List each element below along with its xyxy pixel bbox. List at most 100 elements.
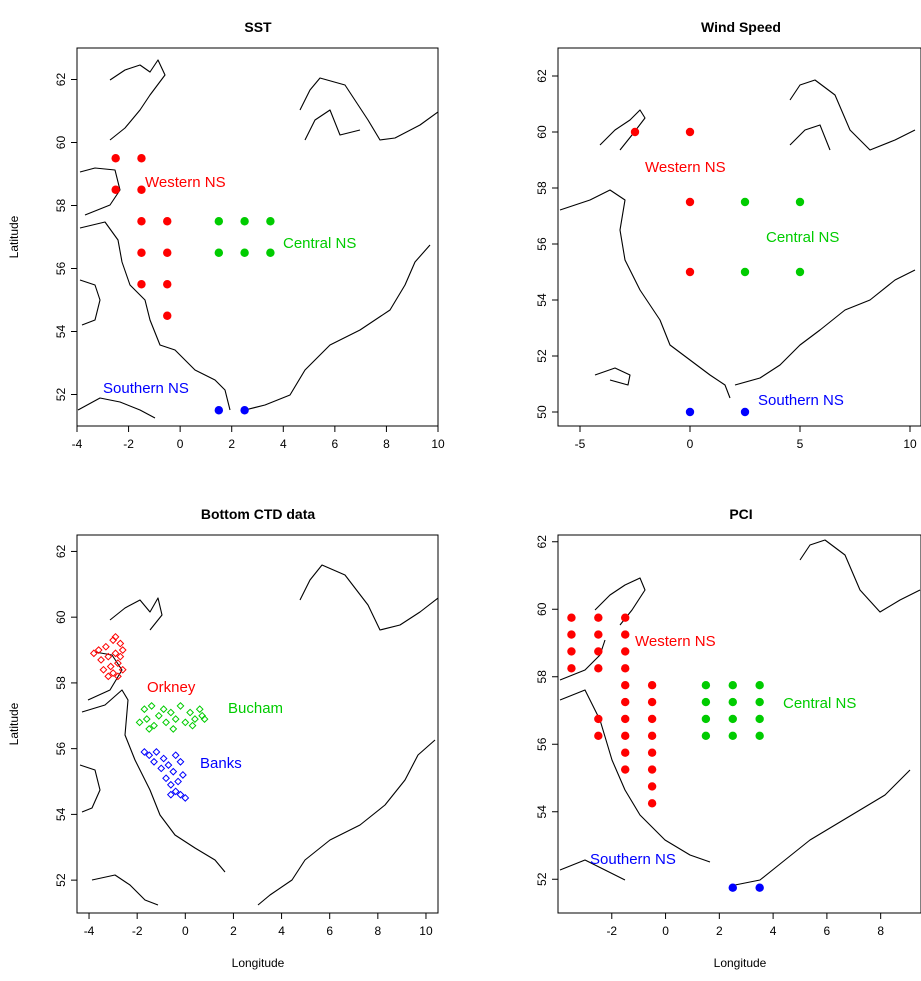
x-tick-label: 10 <box>419 924 433 938</box>
y-tick-label: 56 <box>54 742 68 756</box>
y-tick-label: 58 <box>535 670 549 684</box>
x-tick-label: 0 <box>177 437 184 451</box>
map-coastline <box>559 79 916 399</box>
data-point <box>701 731 711 741</box>
data-point <box>594 731 603 741</box>
region-label-orkney: Orkney <box>147 679 196 696</box>
panel-bottom-ctd: Bottom CTD data Longitude Latitude Orkne… <box>7 506 439 970</box>
data-point <box>163 248 172 257</box>
x-tick-label: 4 <box>770 924 777 938</box>
data-point <box>166 780 175 789</box>
x-tick-label: 0 <box>662 924 669 938</box>
data-point <box>701 714 711 724</box>
data-point <box>106 662 115 671</box>
plot-frame <box>76 534 439 914</box>
plot-frame <box>557 47 921 427</box>
y-tick-label: 54 <box>54 325 68 339</box>
data-point <box>647 765 657 774</box>
y-tick-label: 54 <box>54 807 68 821</box>
panel-title: Wind Speed <box>701 19 781 35</box>
data-point <box>97 655 105 664</box>
region-label-western: Western NS <box>635 633 716 650</box>
y-tick-label: 54 <box>535 293 549 307</box>
data-point <box>266 217 275 226</box>
region-label-southern: Southern NS <box>103 380 189 397</box>
data-point <box>701 680 711 690</box>
data-point <box>89 649 98 658</box>
y-tick-label: 58 <box>54 676 68 690</box>
data-point <box>150 757 158 766</box>
map-coastline <box>77 59 438 419</box>
data-point <box>740 267 750 277</box>
data-point <box>685 127 695 137</box>
data-point <box>137 248 146 257</box>
panel-sst: SST Latitude Western NS Central NS South… <box>7 19 445 451</box>
data-point <box>157 764 166 773</box>
data-point <box>152 748 161 756</box>
data-point <box>795 267 805 277</box>
data-point <box>647 680 657 690</box>
data-point <box>240 406 249 415</box>
region-label-central: Central NS <box>766 229 839 246</box>
data-point <box>728 731 737 741</box>
data-point <box>145 751 154 760</box>
data-point <box>621 714 630 724</box>
x-tick-label: 2 <box>228 437 235 451</box>
data-point <box>163 311 172 320</box>
panel-wind-speed: Wind Speed Western NS Central NS Souther… <box>535 19 921 451</box>
data-point <box>685 197 695 207</box>
data-point <box>101 642 110 651</box>
data-point <box>728 714 737 724</box>
data-point <box>594 630 603 639</box>
x-tick-label: 8 <box>374 924 381 938</box>
data-point <box>621 680 630 690</box>
data-point <box>567 664 576 673</box>
y-tick-label: 58 <box>54 199 68 213</box>
x-tick-label: -2 <box>123 437 134 451</box>
data-point <box>214 217 224 226</box>
data-point <box>240 217 249 226</box>
data-point <box>118 646 127 654</box>
data-point <box>159 705 168 714</box>
data-point <box>163 280 172 289</box>
data-point <box>755 680 764 690</box>
data-point <box>621 630 630 639</box>
data-point <box>647 799 657 808</box>
data-point <box>135 718 144 727</box>
data-point <box>176 790 185 799</box>
data-point <box>145 725 154 733</box>
y-tick-label: 52 <box>54 388 68 402</box>
data-point <box>176 757 185 766</box>
x-tick-label: 10 <box>903 437 917 451</box>
data-points <box>111 154 275 415</box>
data-point <box>594 647 603 656</box>
y-tick-label: 60 <box>535 125 549 139</box>
data-point <box>111 154 120 163</box>
data-point <box>188 721 197 730</box>
data-point <box>740 197 750 207</box>
data-point <box>181 794 190 802</box>
data-point <box>701 697 711 707</box>
y-tick-label: 56 <box>535 237 549 251</box>
data-point <box>163 217 172 226</box>
panel-title: Bottom CTD data <box>201 506 316 522</box>
data-point <box>114 659 122 668</box>
x-tick-label: -4 <box>84 924 95 938</box>
data-point <box>195 705 204 714</box>
data-point <box>104 672 113 681</box>
data-point <box>142 715 151 723</box>
data-point <box>755 697 764 707</box>
data-points <box>89 632 209 802</box>
y-tick-label: 52 <box>54 873 68 887</box>
data-point <box>647 748 657 757</box>
data-point <box>621 697 630 707</box>
data-point <box>685 267 695 277</box>
data-point <box>621 765 630 774</box>
data-point <box>594 714 603 724</box>
x-tick-label: 2 <box>716 924 723 938</box>
data-point <box>647 782 657 791</box>
x-tick-label: 2 <box>230 924 237 938</box>
data-point <box>150 721 158 730</box>
x-tick-label: 10 <box>431 437 445 451</box>
